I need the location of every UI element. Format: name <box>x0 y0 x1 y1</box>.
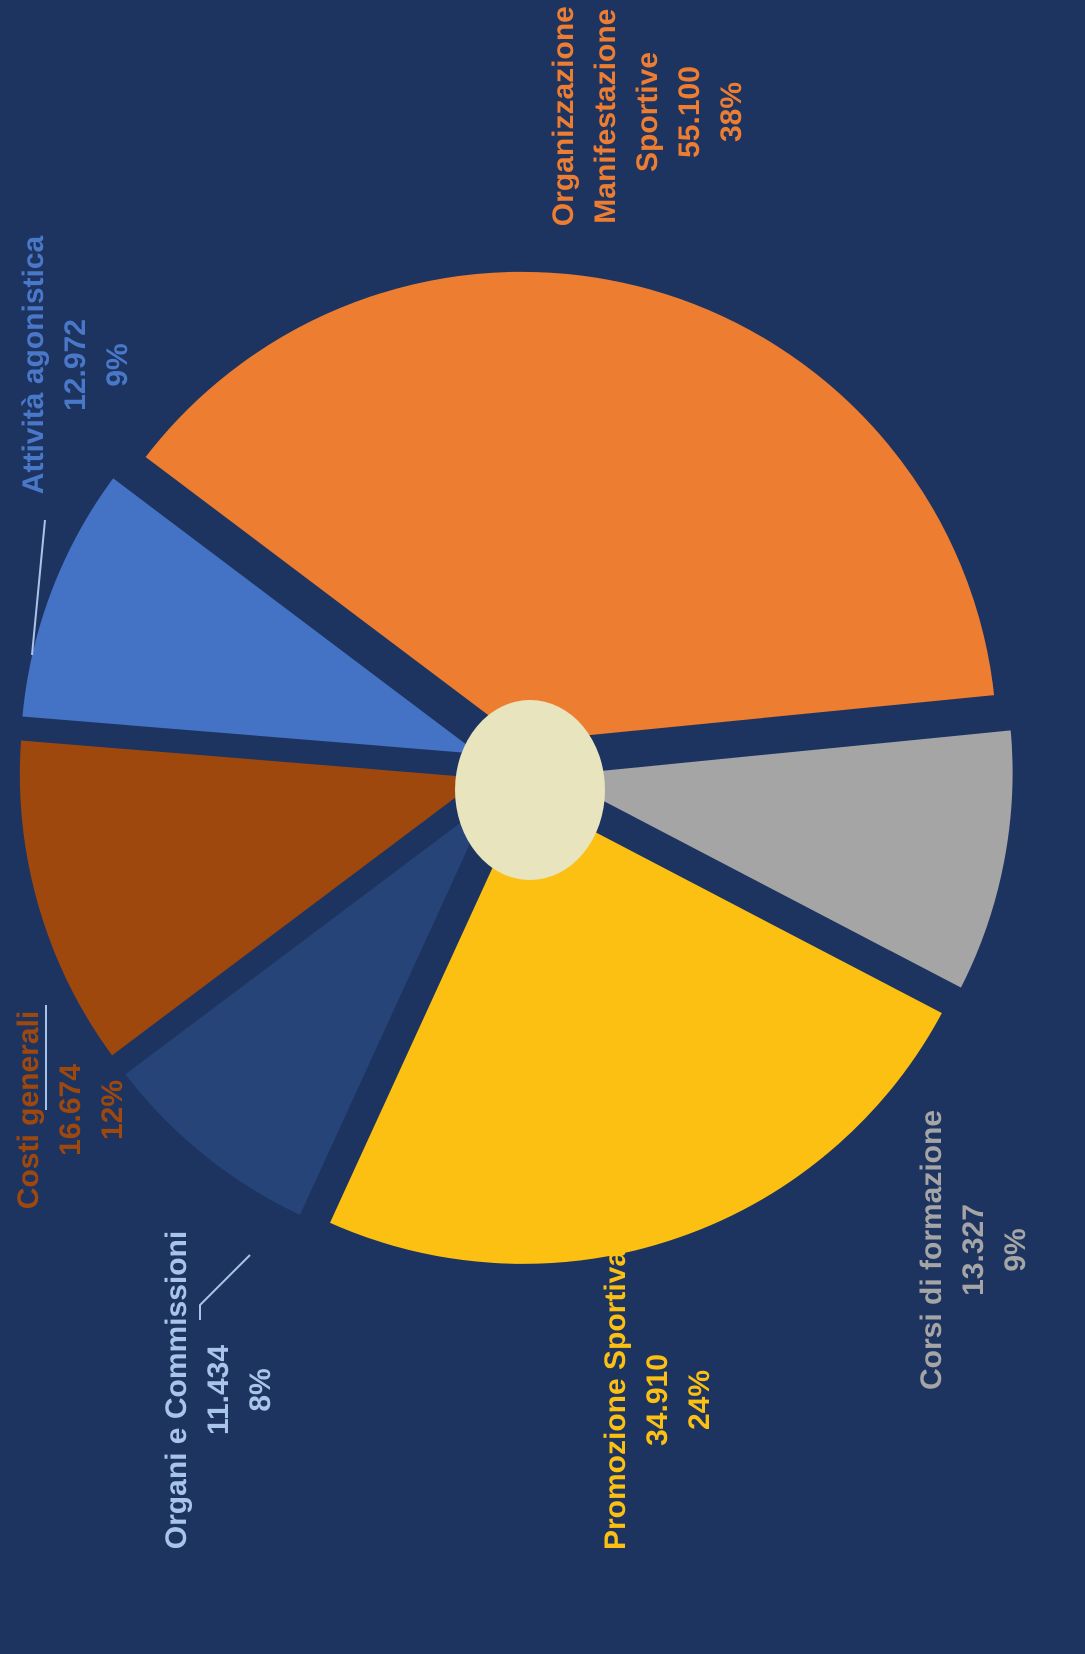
category-label: Promozione Sportiva <box>599 1250 632 1550</box>
label-line: Organi e Commissioni <box>160 1231 193 1549</box>
category-label: Costi generali <box>12 1011 45 1209</box>
label-line: Promozione Sportiva <box>599 1250 632 1550</box>
value-label: 55.100 <box>673 66 706 158</box>
label-line: Attività agonistica <box>17 235 50 494</box>
category-label: Attività agonistica <box>17 235 50 494</box>
category-label: Organi e Commissioni <box>160 1231 193 1549</box>
category-label: Corsi di formazione <box>915 1110 948 1390</box>
label-line: Corsi di formazione <box>915 1110 948 1390</box>
percent-label: 38% <box>715 82 748 142</box>
label-line: Manifestazione <box>589 0 622 223</box>
label-line: Sportive <box>631 52 664 172</box>
value-label: 11.434 <box>202 1345 235 1435</box>
percent-label: 9% <box>999 1228 1032 1271</box>
value-label: 34.910 <box>641 1354 674 1446</box>
label-line: Organizzazione <box>547 0 580 226</box>
chart: Organizzazione Manifestazione Sportive 55… <box>0 0 1085 1654</box>
label-line: Costi generali <box>12 1011 45 1209</box>
logo <box>455 700 605 880</box>
percent-label: 8% <box>244 1368 277 1411</box>
percent-label: 9% <box>101 343 134 386</box>
value-label: 13.327 <box>957 1204 990 1296</box>
percent-label: 24% <box>683 1370 716 1430</box>
value-label: 16.674 <box>54 1064 87 1156</box>
percent-label: 12% <box>96 1080 129 1140</box>
value-label: 12.972 <box>59 319 92 411</box>
